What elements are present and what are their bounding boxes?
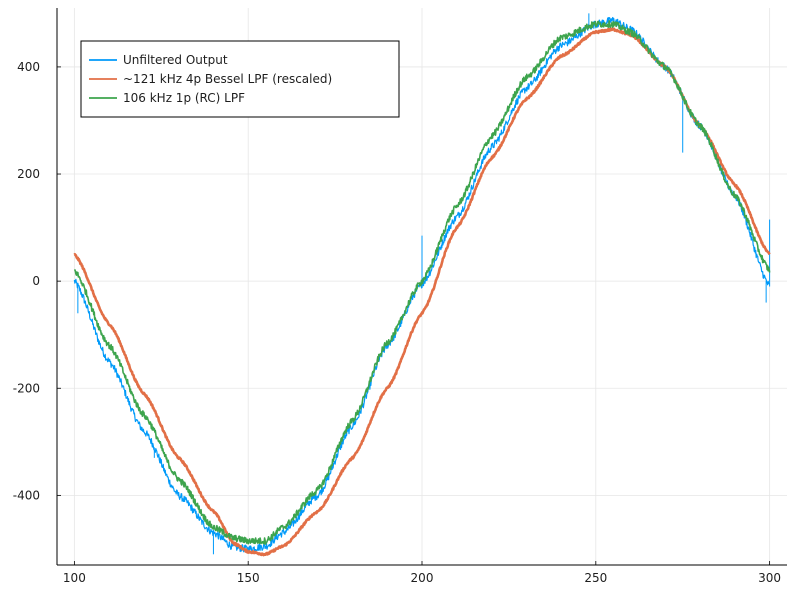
series-lines	[73, 13, 771, 557]
axes	[56, 8, 787, 566]
series-line-1	[73, 16, 771, 553]
x-tick-label: 250	[584, 571, 607, 585]
x-tick-label: 300	[758, 571, 781, 585]
legend: Unfiltered Output ~121 kHz 4p Bessel LPF …	[80, 40, 400, 118]
y-tick-label: 200	[17, 167, 40, 181]
y-tick-label: 400	[17, 60, 40, 74]
x-tick-label: 150	[237, 571, 260, 585]
legend-box	[80, 40, 400, 118]
y-tick-label: -200	[13, 381, 40, 395]
x-tick-label: 100	[63, 571, 86, 585]
series-line-3	[74, 20, 771, 545]
legend-label: Unfiltered Output	[123, 53, 228, 67]
tick-labels: 100 150 200 250 300 -400 -200 0 200 400	[13, 60, 781, 585]
x-tick-label: 200	[411, 571, 434, 585]
y-tick-label: 0	[32, 274, 40, 288]
legend-label: 106 kHz 1p (RC) LPF	[123, 91, 245, 105]
y-tick-label: -400	[13, 488, 40, 502]
legend-label: ~121 kHz 4p Bessel LPF (rescaled)	[123, 72, 332, 86]
